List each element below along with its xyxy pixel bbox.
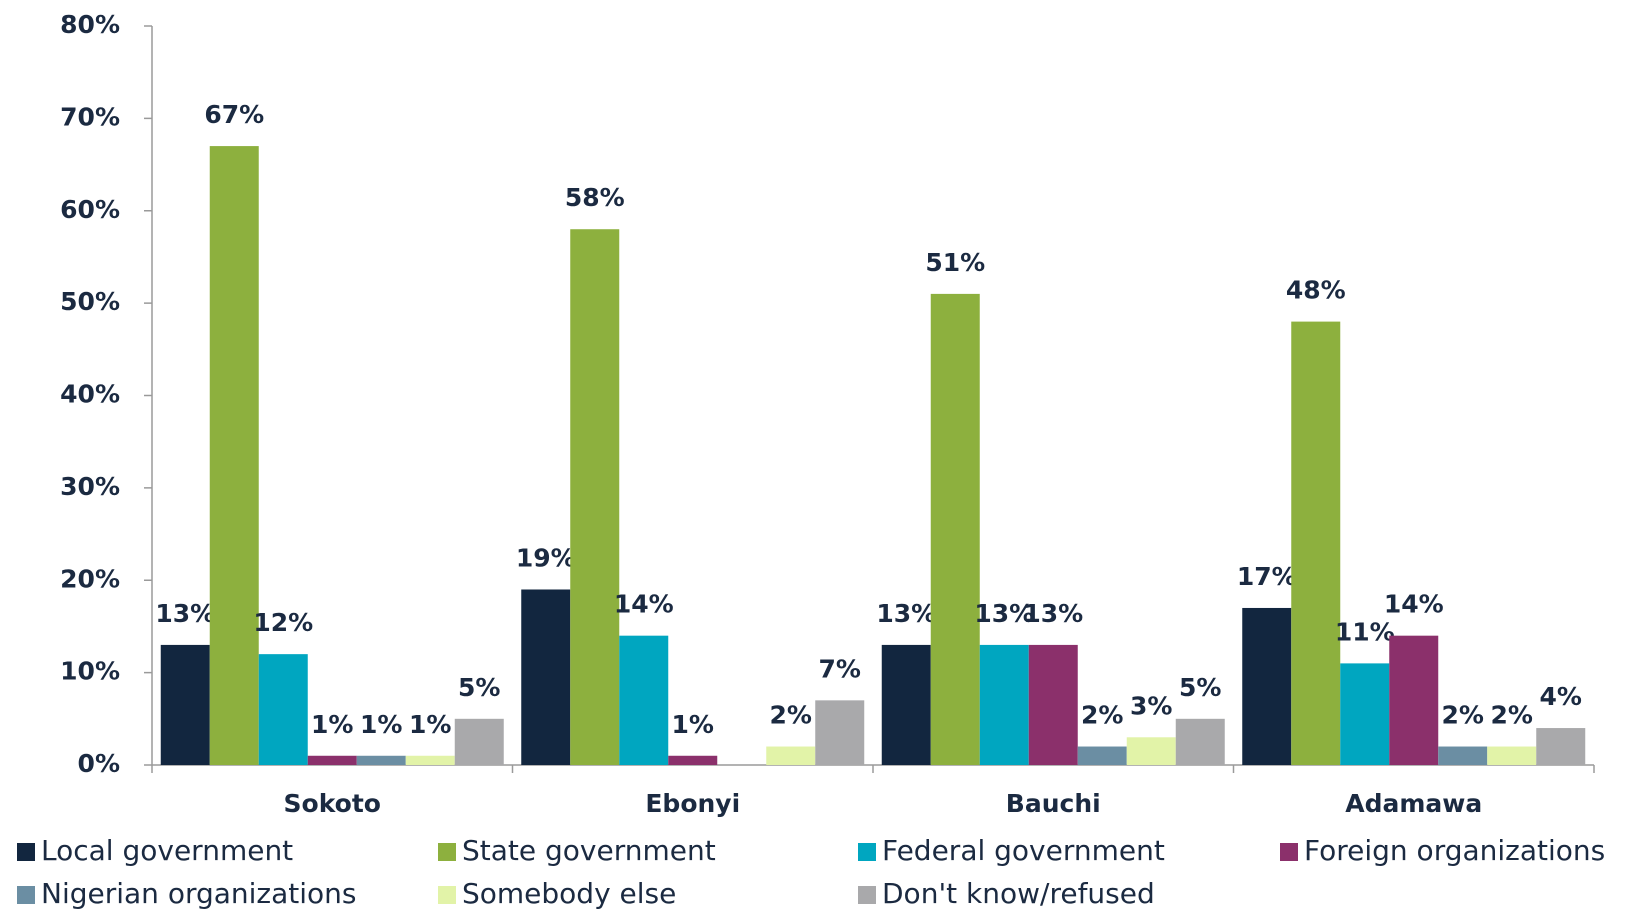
x-tick-label: Adamawa: [1345, 789, 1482, 818]
bar: [668, 755, 718, 765]
bar: [209, 146, 259, 765]
bar: [307, 755, 357, 765]
bar: [1028, 644, 1078, 765]
bar: [521, 589, 571, 765]
bar: [1077, 746, 1127, 765]
bar: [570, 229, 620, 766]
y-tick-label: 10%: [60, 657, 120, 686]
value-label: 1%: [360, 710, 402, 739]
bar: [1291, 321, 1341, 765]
bar: [356, 755, 406, 765]
bar: [930, 293, 980, 765]
y-tick-label: 60%: [60, 195, 120, 224]
bar: [619, 635, 669, 765]
value-label: 3%: [1130, 691, 1172, 720]
value-label: 12%: [253, 608, 313, 637]
bar: [979, 644, 1029, 765]
value-label: 4%: [1540, 682, 1582, 711]
value-label: 1%: [672, 710, 714, 739]
legend-label: Somebody else: [462, 877, 676, 910]
legend-label: Local government: [41, 834, 293, 867]
bar: [1340, 663, 1390, 765]
value-label: 11%: [1335, 617, 1395, 646]
y-tick-label: 40%: [60, 380, 120, 409]
legend-swatch: [438, 843, 456, 861]
value-label: 13%: [974, 599, 1034, 628]
y-tick-label: 70%: [60, 102, 120, 131]
legend-swatch: [438, 886, 456, 904]
y-tick-label: 20%: [60, 564, 120, 593]
bar: [1175, 718, 1225, 765]
value-label: 2%: [1442, 701, 1484, 730]
value-label: 5%: [1179, 673, 1221, 702]
bar: [1126, 737, 1176, 765]
y-tick-label: 30%: [60, 472, 120, 501]
value-label: 2%: [1491, 701, 1533, 730]
y-tick-label: 0%: [78, 749, 120, 778]
value-label: 2%: [770, 701, 812, 730]
bar: [1242, 607, 1292, 765]
legend-label: Foreign organizations: [1304, 834, 1605, 867]
y-tick-label: 80%: [60, 10, 120, 39]
bar: [1389, 635, 1439, 765]
value-label: 17%: [1237, 562, 1297, 591]
value-label: 14%: [614, 590, 674, 619]
y-tick-label: 50%: [60, 287, 120, 316]
value-label: 13%: [1023, 599, 1083, 628]
bar: [454, 718, 504, 765]
value-label: 51%: [925, 248, 985, 277]
value-label: 58%: [565, 183, 625, 212]
legend-label: Nigerian organizations: [41, 877, 357, 910]
legend-label: Don't know/refused: [882, 877, 1155, 910]
x-tick-label: Bauchi: [1006, 789, 1101, 818]
legend-swatch: [17, 886, 35, 904]
legend-label: State government: [462, 834, 716, 867]
bar: [766, 746, 816, 765]
bar: [258, 654, 308, 765]
legend-swatch: [17, 843, 35, 861]
value-label: 48%: [1286, 276, 1346, 305]
value-label: 19%: [516, 543, 576, 572]
value-label: 13%: [876, 599, 936, 628]
value-label: 67%: [204, 100, 264, 129]
x-tick-label: Ebonyi: [645, 789, 740, 818]
x-tick-label: Sokoto: [284, 789, 381, 818]
value-label: 14%: [1384, 590, 1444, 619]
value-label: 1%: [311, 710, 353, 739]
value-label: 7%: [819, 654, 861, 683]
legend-swatch: [1280, 843, 1298, 861]
bar: [160, 644, 210, 765]
value-label: 5%: [458, 673, 500, 702]
bar: [1536, 728, 1586, 765]
bar: [881, 644, 931, 765]
bar: [1438, 746, 1488, 765]
bar: [405, 755, 455, 765]
bar: [815, 700, 865, 765]
bar: [1487, 746, 1537, 765]
legend-label: Federal government: [882, 834, 1165, 867]
value-label: 13%: [155, 599, 215, 628]
legend-swatch: [858, 843, 876, 861]
value-label: 2%: [1081, 701, 1123, 730]
value-label: 1%: [409, 710, 451, 739]
legend-swatch: [858, 886, 876, 904]
